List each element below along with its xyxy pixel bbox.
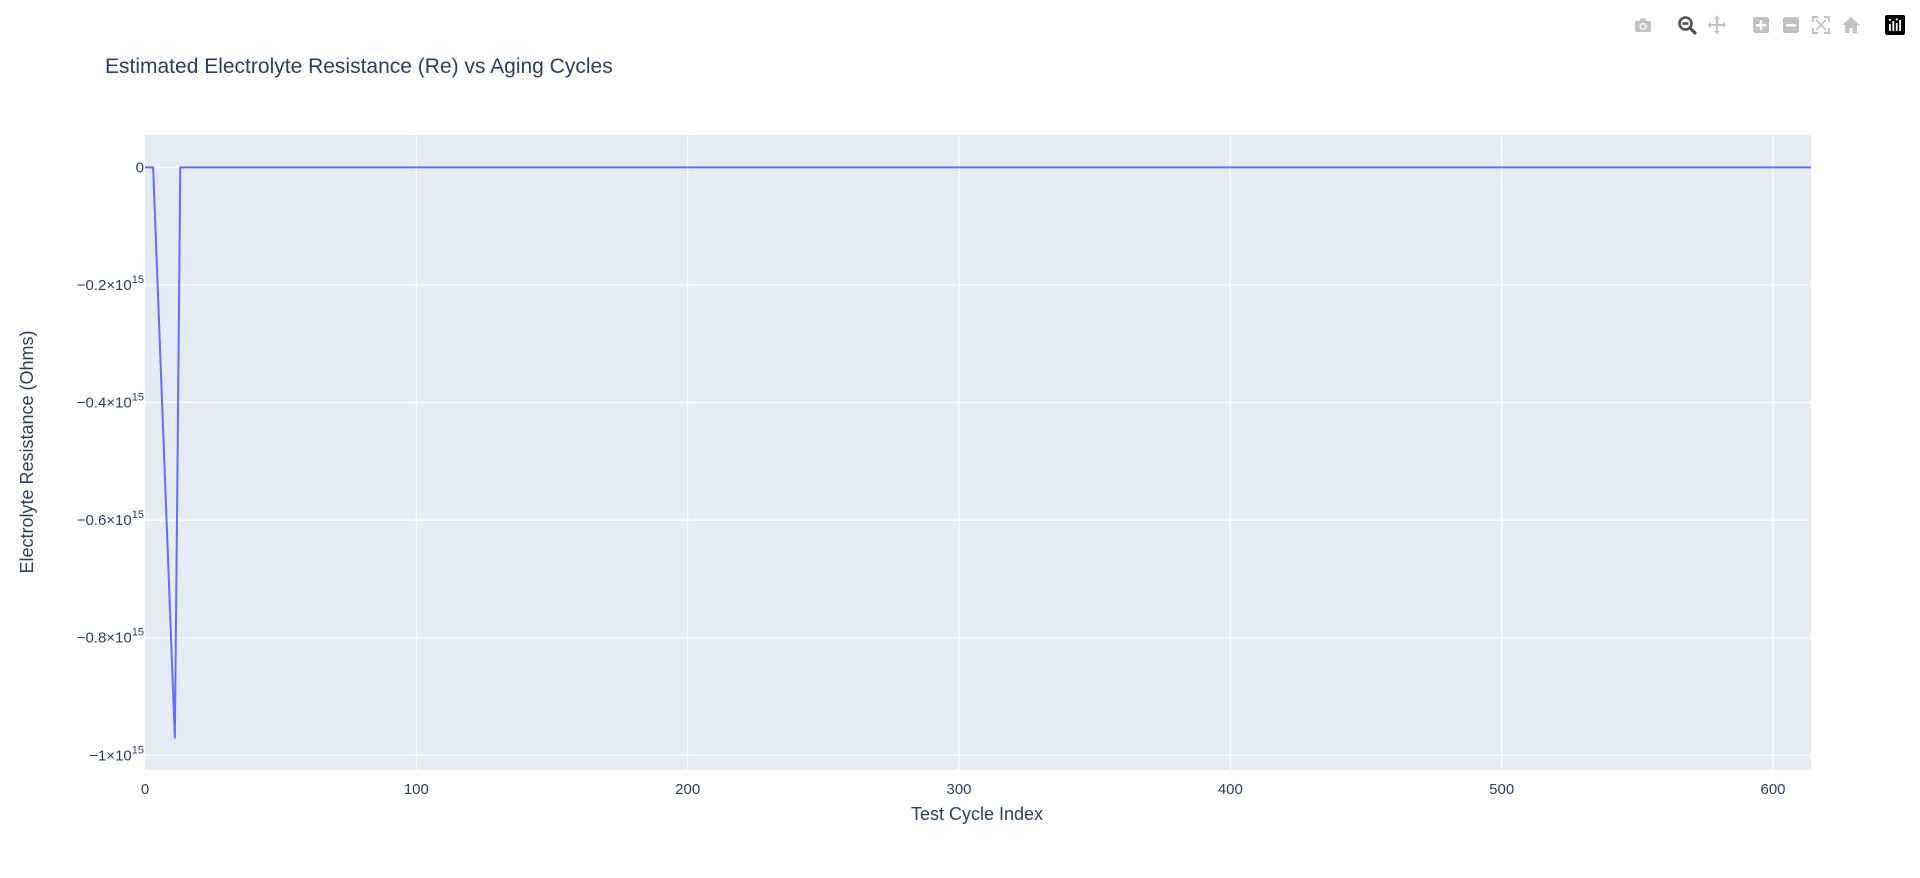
- chart-title: Estimated Electrolyte Resistance (Re) vs…: [105, 55, 613, 78]
- y-tick-label: −0.6×1015: [77, 509, 144, 529]
- y-tick-label: −0.2×1015: [77, 274, 144, 294]
- y-tick-label: −0.4×1015: [77, 392, 144, 412]
- modebar-group-zoom: [1746, 12, 1866, 38]
- pan-button[interactable]: [1702, 12, 1732, 38]
- y-tick-label: −0.8×1015: [77, 627, 144, 647]
- x-axis-ticks: 0 100 200 300 400 500 600: [141, 781, 1786, 798]
- modebar-group-export: [1628, 12, 1658, 38]
- y-tick-label: −1×1015: [89, 744, 144, 764]
- autoscale-button[interactable]: [1806, 12, 1836, 38]
- zoom-button[interactable]: [1672, 12, 1702, 38]
- x-tick-label: 600: [1760, 781, 1785, 798]
- data-layer[interactable]: [145, 166, 1811, 739]
- modebar: [1614, 12, 1910, 38]
- zoom-icon: [1678, 16, 1697, 35]
- plotly-logo-icon: [1885, 15, 1905, 35]
- modebar-group-drag: [1672, 12, 1732, 38]
- reset-axes-button[interactable]: [1836, 12, 1866, 38]
- zoom-out-button[interactable]: [1776, 12, 1806, 38]
- x-tick-label: 500: [1489, 781, 1514, 798]
- y-axis-ticks: 0 −0.2×1015 −0.4×1015 −0.6×1015 −0.8×1015 −1×…: [77, 159, 144, 764]
- pan-icon: [1707, 15, 1727, 35]
- plot-background: [145, 135, 1811, 770]
- plotly-logo-link[interactable]: [1880, 12, 1910, 38]
- x-tick-label: 200: [675, 781, 700, 798]
- zoom-in-button[interactable]: [1746, 12, 1776, 38]
- camera-icon: [1635, 18, 1651, 32]
- y-tick-label: 0: [136, 159, 144, 176]
- autoscale-icon: [1812, 16, 1830, 34]
- y-axis-title: Electrolyte Resistance (Ohms): [17, 330, 37, 573]
- zoom-in-icon: [1753, 17, 1769, 33]
- x-tick-label: 0: [141, 781, 149, 798]
- modebar-group-logo: [1880, 12, 1910, 38]
- download-png-button[interactable]: [1628, 12, 1658, 38]
- x-tick-label: 300: [946, 781, 971, 798]
- series-line-0[interactable]: [145, 166, 1811, 739]
- zoom-out-icon: [1783, 17, 1799, 33]
- x-axis-title: Test Cycle Index: [911, 804, 1043, 824]
- home-icon: [1842, 17, 1860, 33]
- x-tick-label: 400: [1218, 781, 1243, 798]
- x-tick-label: 100: [404, 781, 429, 798]
